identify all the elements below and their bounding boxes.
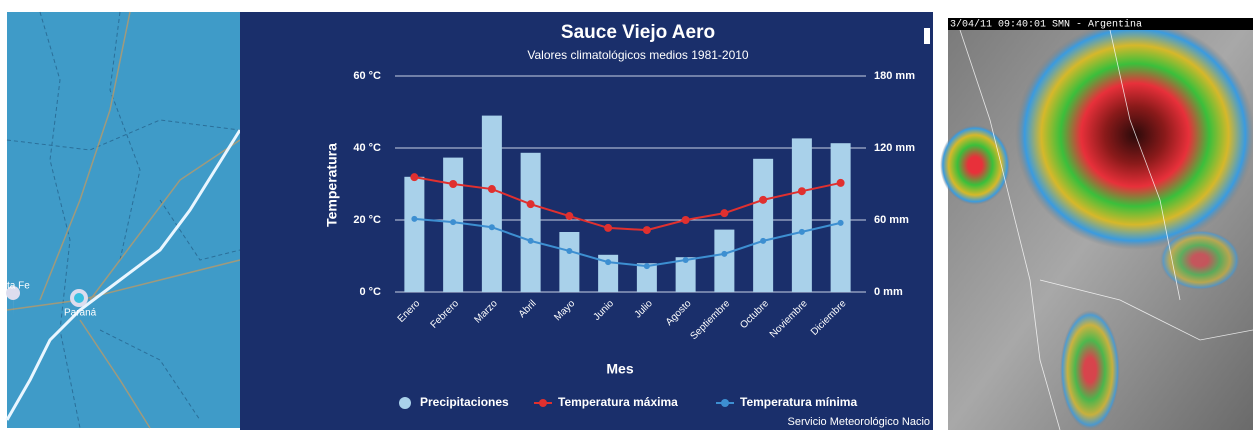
map-pin-dot	[74, 293, 84, 303]
point	[721, 251, 727, 257]
bar	[792, 138, 812, 292]
point	[683, 257, 689, 263]
point	[799, 229, 805, 235]
point	[682, 216, 690, 224]
map-label: ta Fe	[7, 281, 30, 292]
y2-tick-label: 60 mm	[874, 214, 909, 226]
x-axis-title: Mes	[606, 361, 633, 377]
bar	[482, 116, 502, 292]
point	[488, 185, 496, 193]
satellite-panel: 3/04/11 09:40:01 SMN - Argentina	[940, 18, 1253, 430]
point	[489, 224, 495, 230]
bar	[714, 230, 734, 292]
y-tick-label: 20 °C	[353, 214, 381, 226]
storm-cell	[1060, 310, 1120, 430]
point	[565, 212, 573, 220]
screenshot: ta Fe Paraná Sauce Viejo Aero Valores cl…	[0, 0, 1253, 430]
legend-marker	[721, 399, 729, 407]
y-axis-title: Temperatura	[324, 143, 340, 227]
legend-label: Temperatura mínima	[740, 395, 857, 409]
legend-label: Temperatura máxima	[558, 395, 678, 409]
bar	[831, 143, 851, 292]
point	[837, 179, 845, 187]
bar	[559, 232, 579, 292]
point	[411, 216, 417, 222]
satellite-header: 3/04/11 09:40:01 SMN - Argentina	[950, 19, 1142, 31]
legend-marker	[539, 399, 547, 407]
point	[449, 180, 457, 188]
storm-cell	[940, 125, 1010, 205]
bar	[404, 177, 424, 292]
map-background	[7, 12, 240, 428]
point	[410, 173, 418, 181]
chart: Sauce Viejo Aero Valores climatológicos …	[240, 12, 933, 430]
point	[759, 196, 767, 204]
storm-cell	[1015, 20, 1253, 250]
legend-marker	[399, 397, 411, 409]
point	[644, 263, 650, 269]
point	[838, 220, 844, 226]
point	[528, 238, 534, 244]
bar	[521, 153, 541, 292]
legend-label: Precipitaciones	[420, 395, 509, 409]
point	[605, 259, 611, 265]
map-label: Paraná	[64, 308, 97, 319]
y-tick-label: 60 °C	[353, 70, 381, 82]
point	[798, 187, 806, 195]
bar	[753, 159, 773, 292]
map-panel: ta Fe Paraná	[6, 12, 240, 428]
y2-tick-label: 120 mm	[874, 142, 915, 154]
y-tick-label: 0 °C	[359, 286, 381, 298]
point	[450, 219, 456, 225]
y2-tick-label: 180 mm	[874, 70, 915, 82]
point	[760, 238, 766, 244]
chart-subtitle: Valores climatológicos medios 1981-2010	[527, 48, 749, 62]
point	[566, 248, 572, 254]
point	[643, 226, 651, 234]
point	[604, 224, 612, 232]
source: Servicio Meteorológico Nacio	[788, 416, 930, 428]
point	[527, 200, 535, 208]
menu-icon[interactable]	[924, 28, 930, 44]
point	[720, 209, 728, 217]
y2-tick-label: 0 mm	[874, 286, 903, 298]
page: {"map": {"labels": ["ta Fe", "Paraná"]},…	[0, 0, 1253, 430]
chart-title: Sauce Viejo Aero	[561, 22, 715, 43]
y-tick-label: 40 °C	[353, 142, 381, 154]
